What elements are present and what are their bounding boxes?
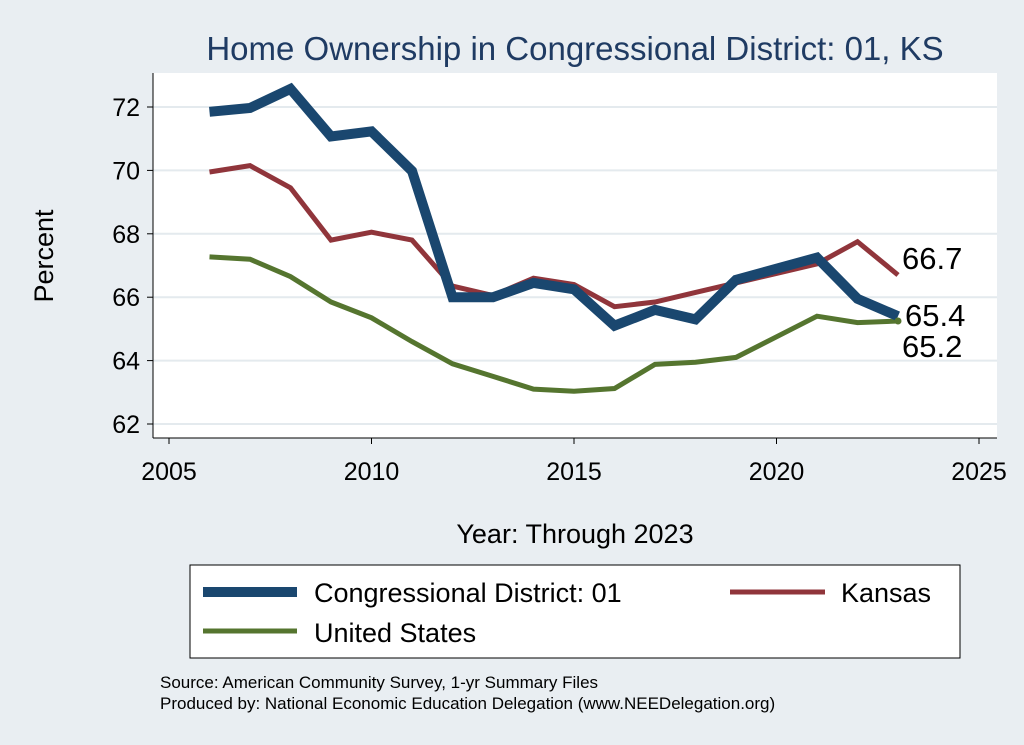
y-tick-label-68: 68 bbox=[112, 221, 140, 249]
source-note: Source: American Community Survey, 1-yr … bbox=[160, 673, 598, 692]
end-label-district: 65.4 bbox=[905, 298, 965, 333]
end-label-united-states: 65.2 bbox=[902, 329, 962, 364]
y-tick-label-72: 72 bbox=[112, 94, 140, 122]
plot-area bbox=[153, 73, 997, 438]
x-tick-label-2025: 2025 bbox=[951, 458, 1007, 486]
legend-box bbox=[189, 564, 961, 659]
producer-note: Produced by: National Economic Education… bbox=[160, 694, 775, 713]
series-line-district bbox=[209, 82, 900, 332]
end-label-kansas: 66.7 bbox=[902, 241, 962, 276]
legend-label-district: Congressional District: 01 bbox=[314, 578, 622, 608]
legend-label-kansas: Kansas bbox=[841, 578, 931, 608]
series-district bbox=[209, 82, 900, 332]
y-axis-label: Percent bbox=[29, 209, 59, 303]
y-tick-label-64: 64 bbox=[112, 348, 140, 376]
x-tick-label-2010: 2010 bbox=[344, 458, 400, 486]
y-tick-label-70: 70 bbox=[112, 157, 140, 185]
series-line-united-states bbox=[209, 254, 899, 394]
end-labels: 65.4 66.7 65.2 bbox=[902, 241, 965, 364]
y-axis-ticks: 62 64 66 68 70 72 bbox=[112, 94, 153, 439]
chart-title: Home Ownership in Congressional District… bbox=[206, 30, 943, 67]
legend: Congressional District: 01 Kansas United… bbox=[189, 564, 961, 659]
y-tick-label-62: 62 bbox=[112, 411, 140, 439]
y-tick-label-66: 66 bbox=[112, 284, 140, 312]
series-lines bbox=[209, 82, 902, 394]
x-tick-label-2005: 2005 bbox=[141, 458, 197, 486]
legend-label-united-states: United States bbox=[314, 618, 476, 648]
x-axis-ticks: 2005 2010 2015 2020 2025 bbox=[141, 438, 1007, 486]
x-tick-label-2015: 2015 bbox=[546, 458, 602, 486]
x-axis-label: Year: Through 2023 bbox=[456, 519, 693, 549]
x-tick-label-2020: 2020 bbox=[749, 458, 805, 486]
end-marker-united-states bbox=[894, 317, 902, 325]
